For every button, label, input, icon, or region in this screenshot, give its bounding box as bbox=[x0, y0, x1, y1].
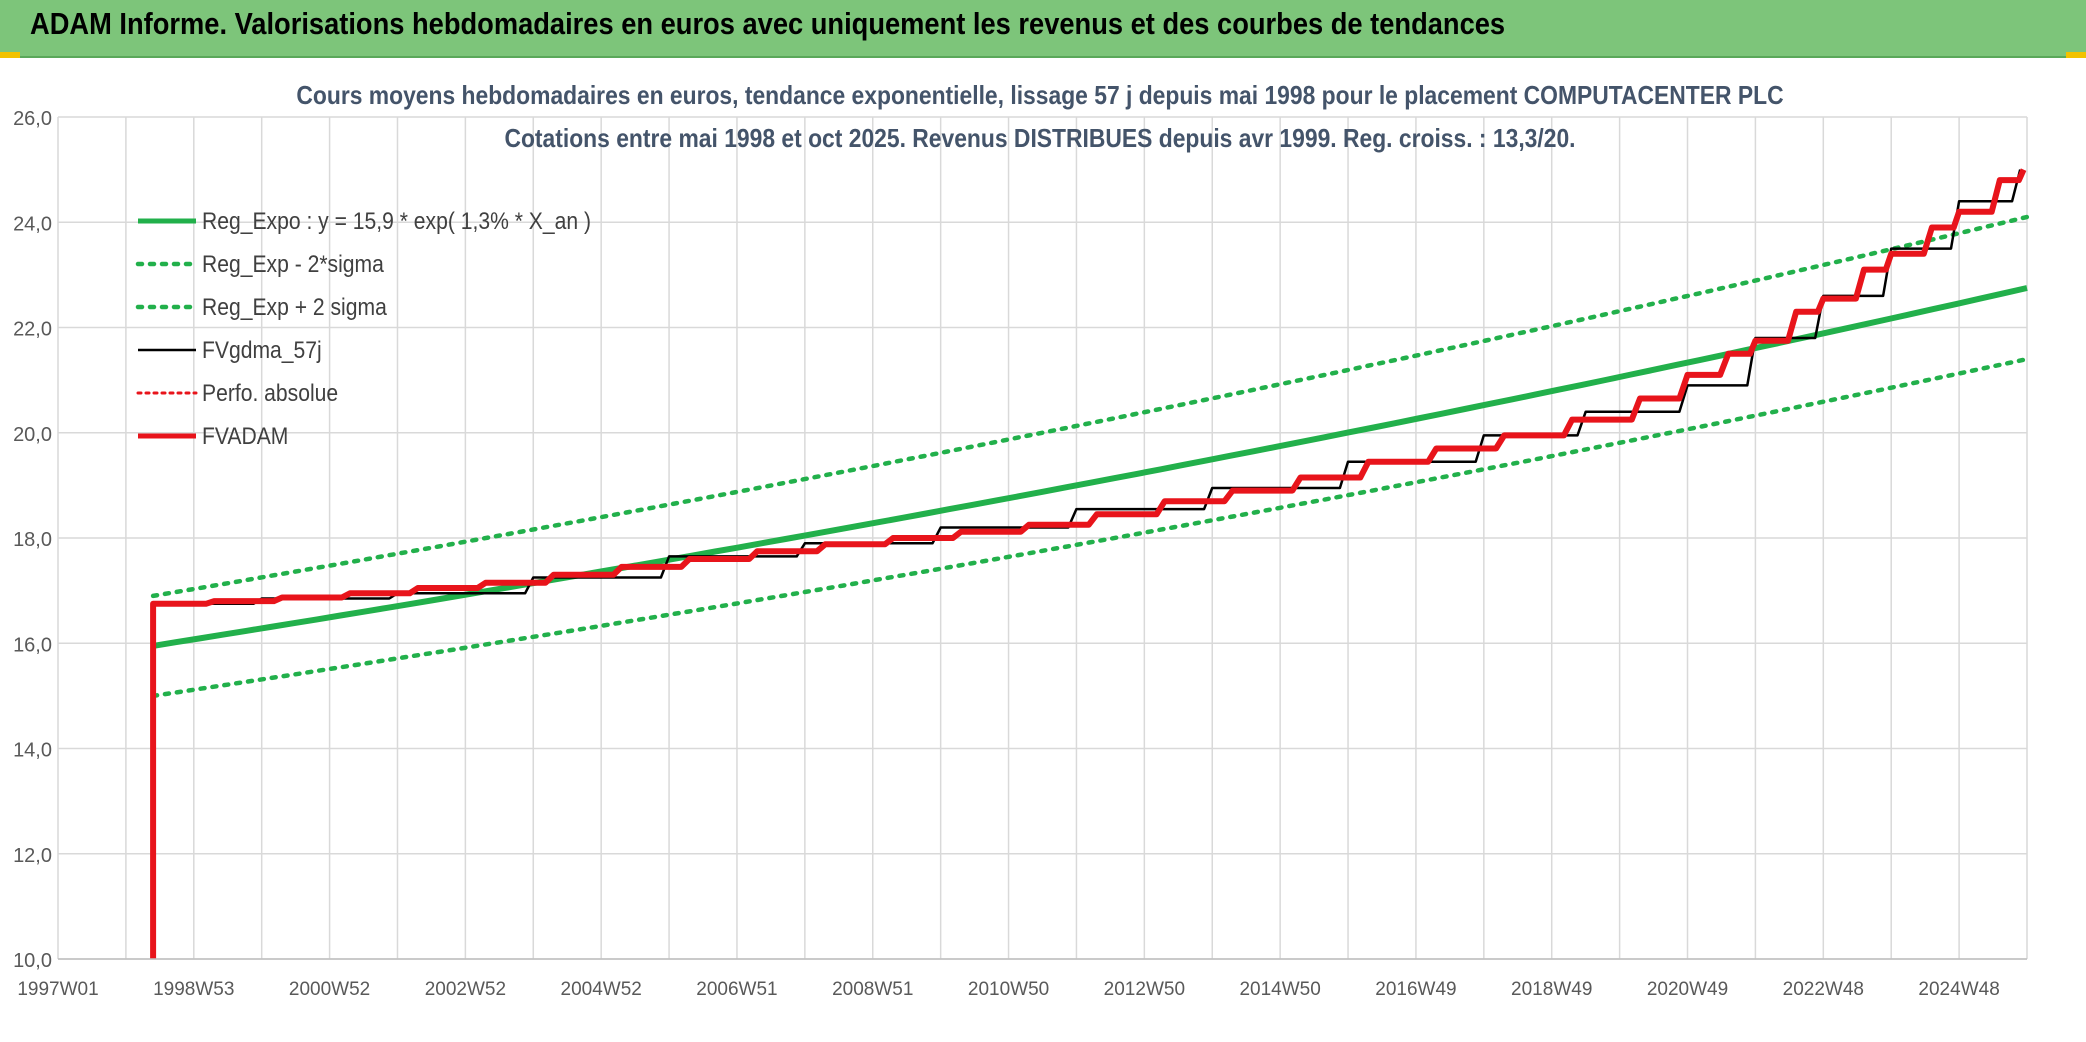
y-tick-label: 26,0 bbox=[13, 108, 52, 130]
x-tick-label: 1997W01 bbox=[17, 979, 98, 1000]
y-tick-label: 12,0 bbox=[13, 845, 52, 867]
legend-label: FVgdma_57j bbox=[202, 337, 322, 364]
y-tick-label: 10,0 bbox=[13, 950, 52, 972]
legend-label: Reg_Expo : y = 15,9 * exp( 1,3% * X_an ) bbox=[202, 208, 591, 235]
legend-label: FVADAM bbox=[202, 423, 288, 450]
chart-svg: 10,0 12,0 14,0 16,0 18,0 20,0 22,0 24,0 26,0 1997… bbox=[0, 58, 2086, 1037]
x-tick-label: 2002W52 bbox=[425, 979, 506, 1000]
series-line-3 bbox=[153, 170, 2020, 959]
chart-title: Cours moyens hebdomadaires en euros, ten… bbox=[296, 82, 1783, 111]
series-line-5 bbox=[153, 170, 2024, 959]
grid-layer bbox=[58, 117, 2027, 959]
legend-label: Reg_Exp + 2 sigma bbox=[202, 294, 387, 321]
x-tick-label: 2010W50 bbox=[968, 979, 1049, 1000]
y-tick-label: 22,0 bbox=[13, 319, 52, 341]
x-tick-label: 2022W48 bbox=[1783, 979, 1864, 1000]
y-tick-label: 16,0 bbox=[13, 634, 52, 656]
x-tick-label: 2014W50 bbox=[1239, 979, 1320, 1000]
x-tick-label: 2006W51 bbox=[696, 979, 777, 1000]
legend-label: Perfo. absolue bbox=[202, 380, 338, 407]
legend-label: Reg_Exp - 2*sigma bbox=[202, 251, 384, 278]
y-tick-label: 24,0 bbox=[13, 213, 52, 235]
series-layer bbox=[153, 170, 2027, 959]
y-tick-label: 14,0 bbox=[13, 740, 52, 762]
header-bar: ADAM Informe. Valorisations hebdomadaire… bbox=[0, 0, 2086, 58]
x-tick-label: 2016W49 bbox=[1375, 979, 1456, 1000]
x-tick-label: 2012W50 bbox=[1104, 979, 1185, 1000]
page-title: ADAM Informe. Valorisations hebdomadaire… bbox=[30, 6, 1505, 42]
series-line-1 bbox=[153, 359, 2027, 696]
chart-area: 10,0 12,0 14,0 16,0 18,0 20,0 22,0 24,0 26,0 1997… bbox=[0, 58, 2086, 1037]
x-tick-label: 2024W48 bbox=[1918, 979, 1999, 1000]
x-tick-label: 1998W53 bbox=[153, 979, 234, 1000]
chart-subtitle: Cotations entre mai 1998 et oct 2025. Re… bbox=[504, 125, 1575, 154]
x-tick-label: 2020W49 bbox=[1647, 979, 1728, 1000]
series-line-2 bbox=[153, 217, 2027, 596]
x-tick-label: 2004W52 bbox=[561, 979, 642, 1000]
x-tick-label: 2008W51 bbox=[832, 979, 913, 1000]
chart-legend: Reg_Expo : y = 15,9 * exp( 1,3% * X_an )… bbox=[138, 208, 591, 450]
x-tick-label: 2000W52 bbox=[289, 979, 370, 1000]
y-tick-label: 20,0 bbox=[13, 424, 52, 446]
y-tick-label: 18,0 bbox=[13, 529, 52, 551]
x-tick-label: 2018W49 bbox=[1511, 979, 1592, 1000]
